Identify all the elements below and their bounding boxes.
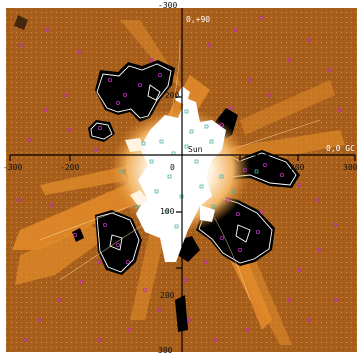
right-tick-label: 300 (343, 163, 358, 172)
axes (9, 8, 356, 352)
magenta-markers (17, 15, 342, 342)
sun-label: Sun (188, 145, 203, 154)
bottom-tick-label: 300 (158, 346, 173, 355)
upper-right-label: 0,+90 (186, 15, 211, 24)
y-tick-200-label: 200 (160, 291, 175, 300)
y-tick-100-label: 100 (160, 207, 175, 216)
top-tick-label: -300 (158, 1, 178, 10)
x-tick-200-label: 200 (290, 163, 305, 172)
gc-direction-label: 0,0 GC (326, 144, 355, 153)
left-tick-label: -300 (3, 163, 23, 172)
x-tick-neg200-label: -200 (60, 163, 80, 172)
bright-core (110, 86, 250, 262)
x-tick-0-label: 0 (170, 163, 175, 172)
y-tick-neg200-label: -200 (160, 91, 180, 100)
